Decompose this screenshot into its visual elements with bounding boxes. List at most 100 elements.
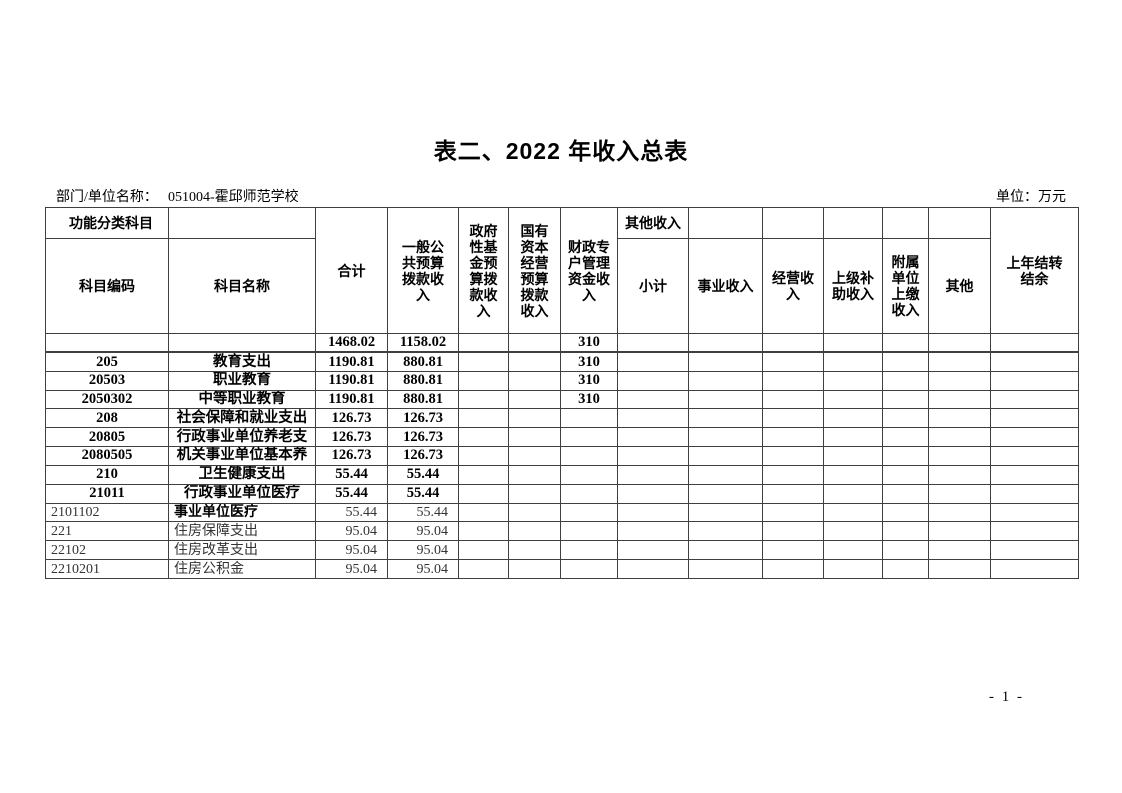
- cell-name: 住房保障支出: [168, 521, 316, 542]
- cell-business: [688, 559, 763, 579]
- cell-name: 社会保障和就业支出: [168, 408, 316, 429]
- cell-other-subtotal: [617, 483, 689, 504]
- cell-fiscal-special: [560, 464, 618, 485]
- cell-gov-fund: [458, 389, 509, 410]
- header-func-group: 功能分类科目: [45, 207, 169, 239]
- cell-business: [688, 464, 763, 485]
- cell-fiscal-special: [560, 427, 618, 448]
- cell-other: [928, 408, 991, 429]
- cell-carryover: [990, 502, 1079, 523]
- cell-name: 职业教育: [168, 370, 316, 391]
- cell-other: [928, 351, 991, 372]
- cell-operating: [762, 502, 824, 523]
- cell-total: 95.04: [315, 559, 388, 579]
- cell-code: 2210201: [45, 559, 169, 579]
- header-state-capital: 国有资本经营预算拨款收入: [508, 207, 561, 334]
- department-value: 051004-霍邱师范学校: [168, 190, 299, 205]
- cell-state-capital: [508, 521, 561, 542]
- cell-business: [688, 483, 763, 504]
- cell-other-subtotal: [617, 427, 689, 448]
- cell-gov-fund: [458, 351, 509, 372]
- header-superior-subsidy: 上级补助收入: [823, 238, 883, 334]
- cell-total: 1190.81: [315, 370, 388, 391]
- header-affiliated-income: 附属单位上缴收入: [882, 238, 929, 334]
- cell-business: [688, 389, 763, 410]
- cell-business: [688, 540, 763, 561]
- cell-operating: [762, 333, 824, 354]
- cell-other-subtotal: [617, 370, 689, 391]
- header-general-budget: 一般公共预算拨款收入: [387, 207, 459, 334]
- cell-other-subtotal: [617, 446, 689, 466]
- cell-code: 208: [45, 408, 169, 429]
- cell-affiliated: [882, 446, 929, 466]
- cell-general: 126.73: [387, 446, 459, 466]
- cell-gov-fund: [458, 464, 509, 485]
- cell-gov-fund: [458, 408, 509, 429]
- cell-superior: [823, 464, 883, 485]
- cell-total: 1190.81: [315, 389, 388, 410]
- cell-general: 55.44: [387, 483, 459, 504]
- cell-fiscal-special: 310: [560, 370, 618, 391]
- cell-state-capital: [508, 389, 561, 410]
- cell-carryover: [990, 370, 1079, 391]
- department-label: 部门/单位名称：: [56, 190, 158, 205]
- cell-carryover: [990, 351, 1079, 372]
- cell-name: 机关事业单位基本养: [168, 446, 316, 466]
- cell-code: 2050302: [45, 389, 169, 410]
- cell-superior: [823, 502, 883, 523]
- table-row: 1468.02 1158.02 310: [45, 333, 1079, 354]
- cell-code: 2101102: [45, 502, 169, 523]
- cell-fiscal-special: 310: [560, 351, 618, 372]
- cell-code: 20805: [45, 427, 169, 448]
- cell-other-subtotal: [617, 502, 689, 523]
- cell-operating: [762, 427, 824, 448]
- cell-gov-fund: [458, 521, 509, 542]
- cell-name: 行政事业单位医疗: [168, 483, 316, 504]
- cell-gov-fund: [458, 370, 509, 391]
- page-title: 表二、2022 年收入总表: [433, 138, 689, 164]
- table-row: 221 住房保障支出 95.04 95.04: [45, 521, 1079, 542]
- header-subject-name: 科目名称: [168, 238, 316, 334]
- cell-superior: [823, 333, 883, 354]
- cell-total: 95.04: [315, 521, 388, 542]
- cell-affiliated: [882, 502, 929, 523]
- cell-carryover: [990, 446, 1079, 466]
- cell-operating: [762, 408, 824, 429]
- cell-operating: [762, 464, 824, 485]
- cell-affiliated: [882, 351, 929, 372]
- cell-code: 221: [45, 521, 169, 542]
- cell-gov-fund: [458, 427, 509, 448]
- cell-code: 20503: [45, 370, 169, 391]
- cell-name: 卫生健康支出: [168, 464, 316, 485]
- cell-other-subtotal: [617, 351, 689, 372]
- cell-general: 880.81: [387, 389, 459, 410]
- cell-state-capital: [508, 464, 561, 485]
- cell-other: [928, 521, 991, 542]
- cell-total: 126.73: [315, 408, 388, 429]
- cell-general: 95.04: [387, 521, 459, 542]
- cell-business: [688, 427, 763, 448]
- cell-name: 教育支出: [168, 351, 316, 372]
- cell-total: 126.73: [315, 446, 388, 466]
- cell-business: [688, 351, 763, 372]
- cell-operating: [762, 370, 824, 391]
- cell-superior: [823, 370, 883, 391]
- cell-state-capital: [508, 370, 561, 391]
- cell-operating: [762, 521, 824, 542]
- cell-total: 1468.02: [315, 333, 388, 354]
- header-carryover: 上年结转结余: [990, 207, 1079, 334]
- cell-state-capital: [508, 351, 561, 372]
- table-row: 20805 行政事业单位养老支 126.73 126.73: [45, 427, 1079, 448]
- cell-name: 行政事业单位养老支: [168, 427, 316, 448]
- cell-other-subtotal: [617, 540, 689, 561]
- cell-superior: [823, 446, 883, 466]
- cell-carryover: [990, 333, 1079, 354]
- cell-operating: [762, 389, 824, 410]
- cell-other: [928, 464, 991, 485]
- cell-total: 126.73: [315, 427, 388, 448]
- income-summary-table: 功能分类科目 合计 一般公共预算拨款收入 政府性基金预算拨款收入 国有资本经营预…: [45, 207, 1079, 579]
- cell-business: [688, 333, 763, 354]
- cell-carryover: [990, 521, 1079, 542]
- cell-fiscal-special: [560, 521, 618, 542]
- cell-gov-fund: [458, 446, 509, 466]
